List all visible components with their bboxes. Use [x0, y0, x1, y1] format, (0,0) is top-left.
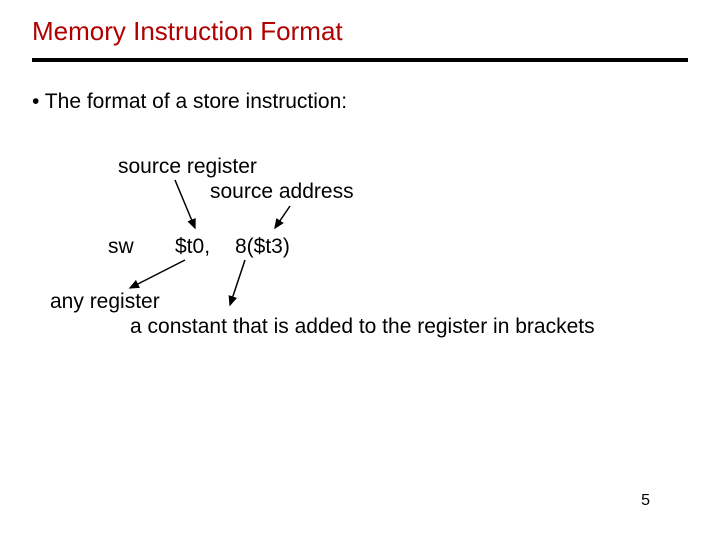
slide: Memory Instruction Format • The format o… — [0, 0, 720, 540]
slide-title: Memory Instruction Format — [32, 16, 343, 47]
arrow — [275, 206, 290, 228]
label-source-register: source register — [118, 155, 257, 179]
label-any-register: any register — [50, 290, 160, 314]
arrow — [130, 260, 185, 288]
page-number: 5 — [641, 492, 650, 510]
instr-mnemonic: sw — [108, 235, 134, 259]
arrow — [175, 180, 195, 228]
arrows-layer — [0, 0, 720, 540]
title-rule — [32, 58, 688, 62]
label-constant-note: a constant that is added to the register… — [130, 315, 595, 339]
bullet-text: • The format of a store instruction: — [32, 90, 347, 114]
instr-operand1: $t0, — [175, 235, 210, 259]
label-source-address: source address — [210, 180, 354, 204]
instr-operand2: 8($t3) — [235, 235, 290, 259]
arrow — [230, 260, 245, 305]
